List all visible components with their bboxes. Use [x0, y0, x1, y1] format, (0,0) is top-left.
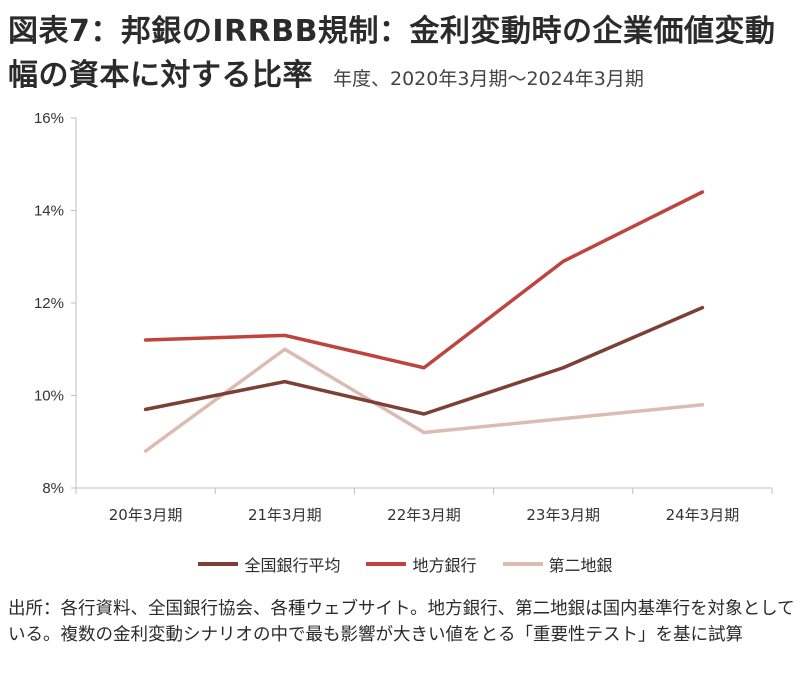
legend-swatch	[198, 562, 239, 566]
x-tick-label: 22年3月期	[387, 506, 461, 524]
y-tick-label: 10%	[34, 388, 64, 405]
chart-legend: 全国銀行平均 地方銀行 第二地銀	[0, 552, 811, 576]
source-note: 出所：各行資料、全国銀行協会、各種ウェブサイト。地方銀行、第二地銀は国内基準行を…	[8, 599, 795, 645]
legend-label: 地方銀行	[412, 556, 477, 575]
y-tick-label: 14%	[34, 203, 64, 220]
legend-item: 第二地銀	[502, 552, 613, 576]
series-line-1	[143, 305, 705, 416]
x-tick-label: 24年3月期	[666, 506, 740, 524]
y-tick-label: 8%	[42, 480, 64, 497]
line-chart: 8% 10% 12% 14% 16% 20年3月期 21年3月期 22年3月期 23年3月期 24…	[34, 110, 773, 524]
legend-item: 地方銀行	[366, 552, 477, 576]
series-line-2	[143, 190, 705, 370]
chart-title-line-1: 図表7：邦銀のIRRBB規制：金利変動時の企業価値変動	[8, 14, 776, 49]
legend-item: 全国銀行平均	[198, 552, 340, 576]
y-tick-label: 12%	[34, 295, 64, 312]
y-tick-label: 16%	[34, 110, 64, 127]
legend-label: 全国銀行平均	[244, 556, 341, 575]
x-tick-label: 20年3月期	[109, 506, 183, 524]
series-line-3	[143, 347, 705, 453]
chart-subtitle: 年度、2020年3月期〜2024年3月期	[333, 68, 644, 90]
legend-swatch	[502, 562, 543, 566]
x-tick-label: 21年3月期	[248, 506, 322, 524]
legend-swatch	[366, 562, 407, 566]
legend-label: 第二地銀	[548, 556, 613, 575]
chart-title-text: 幅の資本に対する比率	[8, 58, 313, 93]
chart-title-line-2: 幅の資本に対する比率 年度、2020年3月期〜2024年3月期	[8, 50, 644, 94]
x-tick-label: 23年3月期	[526, 506, 600, 524]
